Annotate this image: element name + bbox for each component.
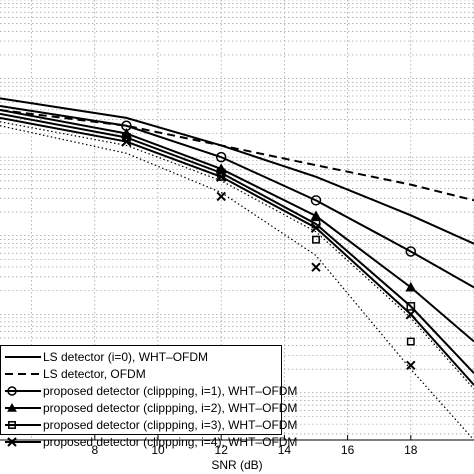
legend-item: proposed detector (clippping, i=1), WHT–… — [1, 382, 297, 399]
series-line-5 — [0, 116, 474, 386]
marker-circle — [310, 195, 322, 206]
series-line-3 — [0, 109, 474, 343]
marker-circle — [405, 246, 417, 257]
x-tick-label: 10 — [151, 443, 165, 457]
series-line-4 — [0, 112, 474, 374]
x-tick-labels: 8 10 12 14 16 18 — [91, 443, 417, 457]
marker-x — [7, 436, 17, 447]
x-tick-label: 18 — [404, 443, 418, 457]
marker-triangle — [405, 281, 417, 292]
x-tick-label: 16 — [341, 443, 355, 457]
legend-label: proposed detector (clippping, i=2), WHT–… — [43, 400, 298, 415]
legend-label: LS detector, OFDM — [43, 366, 146, 381]
series-layer — [0, 97, 474, 441]
axes — [0, 435, 474, 441]
marker-x — [310, 222, 322, 234]
series-line-0 — [0, 97, 474, 245]
legend: LS detector (i=0), WHT–OFDM LS detector, … — [0, 345, 297, 449]
x-tick-label: 12 — [215, 443, 229, 457]
marker-square — [406, 337, 415, 346]
x-tick-label: 8 — [91, 443, 98, 457]
series-line-7 — [0, 125, 474, 441]
marker-square — [8, 420, 16, 429]
marker-triangle — [310, 210, 322, 221]
legend-item: LS detector (i=0), WHT–OFDM — [1, 348, 281, 365]
marker-square — [406, 302, 416, 311]
legend-label: LS detector (i=0), WHT–OFDM — [43, 349, 209, 364]
legend-sample — [5, 420, 41, 429]
marker-x — [121, 132, 132, 143]
marker-x — [405, 309, 417, 320]
legend-sample — [5, 385, 41, 396]
marker-circle — [7, 385, 17, 396]
marker-x — [406, 360, 416, 371]
x-tick-label: 14 — [278, 443, 292, 457]
series-line-6 — [0, 121, 474, 390]
legend-sample — [5, 372, 41, 375]
legend-item: proposed detector (clippping, i=3), WHT–… — [1, 416, 297, 433]
legend-item: proposed detector (clippping, i=4), WHT–… — [1, 433, 297, 450]
legend-label: proposed detector (clippping, i=1), WHT–… — [43, 383, 298, 398]
series-line-2 — [0, 105, 474, 289]
legend-item: proposed detector (clippping, i=2), WHT–… — [1, 399, 297, 416]
marker-x — [216, 191, 226, 202]
x-axis-label: SNR (dB) — [211, 458, 263, 472]
marker-square — [312, 235, 320, 244]
legend-sample — [5, 436, 41, 447]
legend-sample — [5, 355, 41, 358]
legend-label: proposed detector (clippping, i=3), WHT–… — [43, 417, 298, 432]
marker-circle — [215, 151, 227, 163]
marker-x — [311, 262, 321, 272]
legend-label: proposed detector (clippping, i=4), WHT–… — [43, 434, 298, 449]
legend-sample — [5, 402, 41, 412]
legend-item: LS detector, OFDM — [1, 365, 281, 382]
marker-square — [217, 172, 226, 181]
marker-triangle — [7, 402, 17, 412]
